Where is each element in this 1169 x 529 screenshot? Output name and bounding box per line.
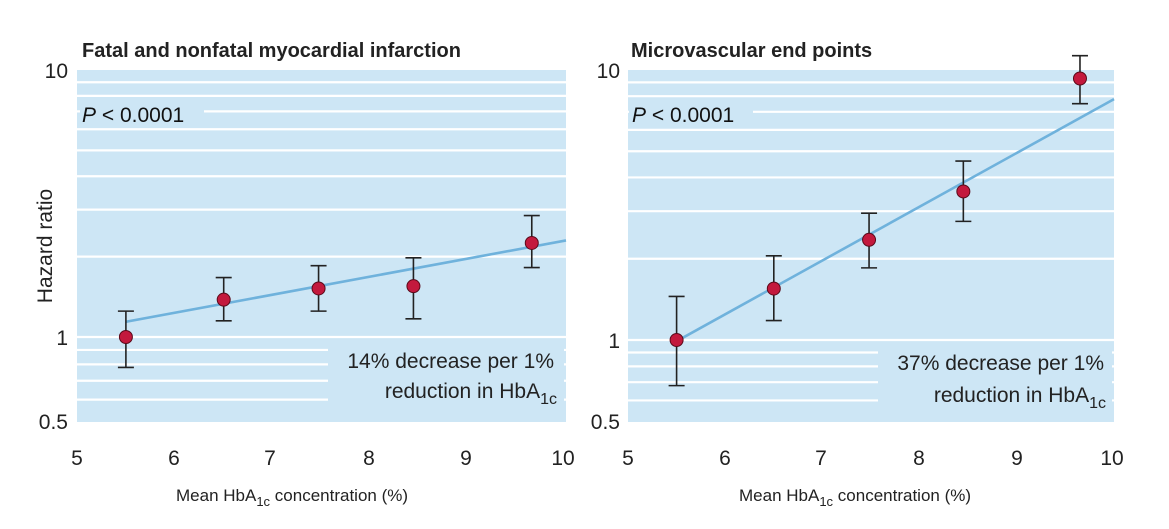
y-tick-labels-microvascular: 10 1 0.5 xyxy=(591,60,620,434)
data-point-5-mi xyxy=(524,235,539,250)
chart-title-mi: Fatal and nonfatal myocardial infarction xyxy=(82,40,461,62)
fit-line-mi xyxy=(125,239,567,324)
x-tick-10-microvascular: 10 xyxy=(1100,447,1123,470)
x-tick-7-mi: 7 xyxy=(264,447,276,470)
data-point-4-microvascular xyxy=(956,184,971,199)
chart-microvascular: Microvascular end points 10 1 0.5 5 6 7 … xyxy=(591,40,1124,509)
x-tick-5-mi: 5 xyxy=(71,447,83,470)
data-point-1-mi xyxy=(118,330,133,344)
annotation-line1-mi: 14% decrease per 1% xyxy=(347,350,554,373)
x-tick-labels-mi: 5 6 7 8 9 10 xyxy=(71,447,575,470)
y-tick-0.5-microvascular: 0.5 xyxy=(591,411,620,434)
x-tick-6-mi: 6 xyxy=(168,447,180,470)
y-tick-labels-mi: 10 1 0.5 xyxy=(39,60,68,434)
x-tick-8-mi: 8 xyxy=(363,447,375,470)
annotation-line1-microvascular: 37% decrease per 1% xyxy=(897,352,1104,375)
p-value-mi: P < 0.0001 xyxy=(82,104,184,127)
chart-title-microvascular: Microvascular end points xyxy=(631,40,872,62)
data-point-5-microvascular xyxy=(1072,71,1087,86)
x-tick-7-microvascular: 7 xyxy=(815,447,827,470)
x-axis-label-mi: Mean HbA1c concentration (%) xyxy=(176,486,408,509)
data-point-4-mi xyxy=(406,279,421,294)
y-tick-10-mi: 10 xyxy=(45,60,68,83)
y-tick-10-microvascular: 10 xyxy=(597,60,620,83)
chart-mi: Fatal and nonfatal myocardial infarction… xyxy=(34,40,575,509)
data-point-3-microvascular xyxy=(862,232,877,247)
y-tick-1-microvascular: 1 xyxy=(608,330,620,353)
y-axis-label-mi: Hazard ratio xyxy=(34,189,57,303)
data-point-2-mi xyxy=(216,292,231,307)
y-tick-1-mi: 1 xyxy=(56,327,68,350)
x-tick-9-mi: 9 xyxy=(460,447,472,470)
x-tick-10-mi: 10 xyxy=(551,447,574,470)
marks-mi xyxy=(117,214,567,369)
data-point-1-microvascular xyxy=(669,333,684,347)
x-tick-8-microvascular: 8 xyxy=(913,447,925,470)
fit-line-microvascular xyxy=(675,97,1115,343)
x-tick-9-microvascular: 9 xyxy=(1011,447,1023,470)
x-tick-labels-microvascular: 5 6 7 8 9 10 xyxy=(622,447,1124,470)
p-value-backdrop-microvascular xyxy=(629,100,753,128)
x-tick-5-microvascular: 5 xyxy=(622,447,634,470)
annotation-backdrop-microvascular xyxy=(878,343,1112,415)
annotation-line2-microvascular: reduction in HbA1c xyxy=(934,384,1106,412)
data-point-2-microvascular xyxy=(766,281,781,296)
data-point-3-mi xyxy=(311,281,326,296)
annotation-backdrop-mi xyxy=(328,343,564,415)
p-value-backdrop-mi xyxy=(80,100,204,128)
y-tick-0.5-mi: 0.5 xyxy=(39,411,68,434)
grid-lines-mi xyxy=(77,81,566,401)
x-axis-label-microvascular: Mean HbA1c concentration (%) xyxy=(739,486,971,509)
annotation-line2-mi: reduction in HbA1c xyxy=(385,380,557,408)
x-tick-6-microvascular: 6 xyxy=(719,447,731,470)
p-value-microvascular: P < 0.0001 xyxy=(632,104,734,127)
marks-microvascular xyxy=(668,54,1115,387)
